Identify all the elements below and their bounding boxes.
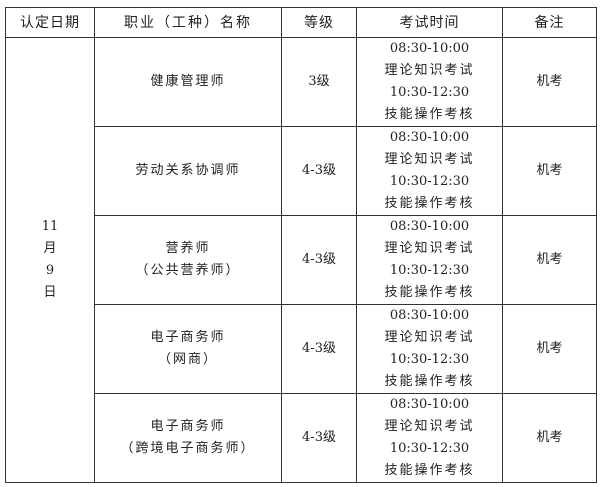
exam-time-line: 理论知识考试 — [384, 241, 475, 256]
note-cell: 机考 — [502, 304, 597, 394]
exam-time-line: 技能操作考核 — [384, 285, 475, 300]
exam-time-line: 08:30-10:00 — [389, 130, 470, 145]
occupation-cell: 电子商务师 （网商） — [94, 304, 282, 394]
date-cell: 11 月 9 日 — [5, 37, 95, 483]
exam-time-cell: 08:30-10:00 理论知识考试 10:30-12:30 技能操作考核 — [356, 37, 503, 127]
note-cell: 机考 — [502, 215, 597, 305]
note-cell: 机考 — [502, 37, 597, 127]
exam-time-cell: 08:30-10:00 理论知识考试 10:30-12:30 技能操作考核 — [356, 304, 503, 394]
exam-time-line: 08:30-10:00 — [389, 219, 470, 234]
date-part: 日 — [43, 285, 57, 300]
exam-time-line: 10:30-12:30 — [389, 174, 470, 189]
exam-schedule-table: 认定日期 职业（工种）名称 等级 考试时间 备注 11 月 9 日健康管理师 3级 08:… — [5, 7, 597, 483]
exam-time-line: 技能操作考核 — [384, 107, 475, 122]
table-row: 营养师 （公共营养师） 4-3级 08:30-10:00 理论知识考试 10:30-12:… — [6, 215, 597, 305]
exam-time-line: 08:30-10:00 — [389, 397, 470, 412]
occupation-cell: 营养师 （公共营养师） — [94, 215, 282, 305]
occupation-name: 电子商务师 — [150, 419, 226, 434]
table-row: 电子商务师 （跨境电子商务师） 4-3级 08:30-10:00 理论知识考试 10:30… — [6, 393, 597, 483]
level-cell: 4-3级 — [281, 304, 357, 394]
exam-time-line: 理论知识考试 — [384, 63, 475, 78]
header-note: 备注 — [502, 7, 597, 38]
header-row: 认定日期 职业（工种）名称 等级 考试时间 备注 — [5, 7, 597, 38]
note-cell: 机考 — [502, 126, 597, 216]
table-row: 劳动关系协调师 4-3级 08:30-10:00 理论知识考试 10:30-12:30 技… — [6, 126, 597, 216]
exam-time-line: 技能操作考核 — [384, 374, 475, 389]
occupation-name: （跨境电子商务师） — [120, 441, 256, 456]
exam-time-cell: 08:30-10:00 理论知识考试 10:30-12:30 技能操作考核 — [356, 126, 503, 216]
occupation-name: （公共营养师） — [135, 263, 241, 278]
date-part: 9 — [45, 263, 55, 278]
level-cell: 4-3级 — [281, 393, 357, 483]
table-row: 11 月 9 日 健康管理师 3级 08:30-10:00 理论知识考试 10:30-12:30… — [5, 37, 597, 483]
note-cell: 机考 — [502, 393, 597, 483]
date-part: 月 — [43, 241, 57, 256]
level-cell: 4-3级 — [281, 126, 357, 216]
occupation-name: 劳动关系协调师 — [135, 163, 241, 178]
occupation-name: 营养师 — [165, 241, 211, 256]
occupation-name: （网商） — [157, 352, 218, 367]
exam-time-line: 10:30-12:30 — [389, 85, 470, 100]
occupation-cell: 劳动关系协调师 — [94, 126, 282, 216]
date-part: 11 — [41, 219, 59, 234]
occupation-name: 电子商务师 — [150, 330, 226, 345]
exam-time-line: 08:30-10:00 — [389, 308, 470, 323]
header-occupation: 职业（工种）名称 — [94, 7, 282, 38]
header-exam-time: 考试时间 — [356, 7, 503, 38]
level-cell: 3级 — [281, 37, 357, 127]
exam-time-line: 10:30-12:30 — [389, 441, 470, 456]
exam-time-line: 10:30-12:30 — [389, 263, 470, 278]
exam-time-line: 技能操作考核 — [384, 463, 475, 478]
header-date: 认定日期 — [5, 7, 95, 38]
occupation-cell: 电子商务师 （跨境电子商务师） — [94, 393, 282, 483]
exam-time-line: 10:30-12:30 — [389, 352, 470, 367]
exam-time-line: 08:30-10:00 — [389, 41, 470, 56]
level-cell: 4-3级 — [281, 215, 357, 305]
occupation-name: 健康管理师 — [150, 74, 226, 89]
exam-time-line: 技能操作考核 — [384, 196, 475, 211]
exam-time-line: 理论知识考试 — [384, 330, 475, 345]
exam-time-cell: 08:30-10:00 理论知识考试 10:30-12:30 技能操作考核 — [356, 393, 503, 483]
table-row: 电子商务师 （网商） 4-3级 08:30-10:00 理论知识考试 10:30-12:3… — [6, 304, 597, 394]
occupation-cell: 健康管理师 — [94, 37, 282, 127]
exam-time-line: 理论知识考试 — [384, 152, 475, 167]
exam-time-cell: 08:30-10:00 理论知识考试 10:30-12:30 技能操作考核 — [356, 215, 503, 305]
exam-time-line: 理论知识考试 — [384, 419, 475, 434]
header-level: 等级 — [281, 7, 357, 38]
